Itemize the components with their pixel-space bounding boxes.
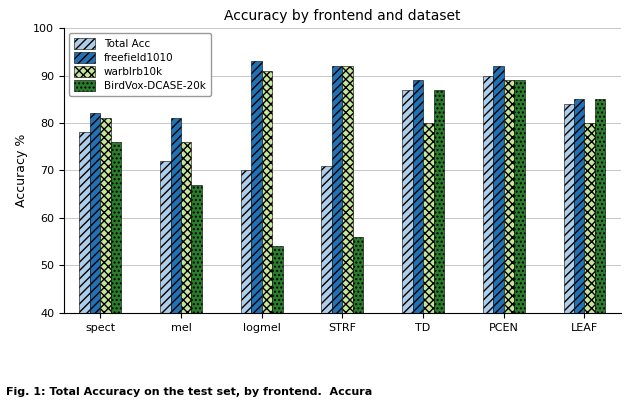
Bar [402, 90, 413, 313]
Bar [100, 118, 111, 313]
Bar [241, 170, 252, 313]
Bar [160, 161, 170, 313]
Bar [595, 99, 605, 313]
Legend: Total Acc, freefield1010, warblrb10k, BirdVox-DCASE-20k: Total Acc, freefield1010, warblrb10k, Bi… [69, 33, 211, 97]
Bar [272, 246, 283, 313]
Bar [342, 66, 353, 313]
Bar [111, 142, 122, 313]
Bar [79, 132, 90, 313]
Bar [483, 75, 493, 313]
Text: Fig. 1: Total Accuracy on the test set, by frontend.  Accura: Fig. 1: Total Accuracy on the test set, … [6, 387, 372, 397]
Bar [515, 80, 525, 313]
Bar [332, 66, 342, 313]
Bar [574, 99, 584, 313]
Bar [321, 166, 332, 313]
Bar [433, 90, 444, 313]
Bar [181, 142, 191, 313]
Bar [423, 123, 433, 313]
Bar [262, 71, 272, 313]
Bar [353, 237, 364, 313]
Bar [493, 66, 504, 313]
Bar [504, 80, 515, 313]
Y-axis label: Accuracy %: Accuracy % [15, 134, 28, 207]
Bar [252, 61, 262, 313]
Bar [90, 113, 100, 313]
Bar [191, 184, 202, 313]
Bar [170, 118, 181, 313]
Bar [563, 104, 574, 313]
Bar [413, 80, 423, 313]
Title: Accuracy by frontend and dataset: Accuracy by frontend and dataset [224, 9, 461, 23]
Bar [584, 123, 595, 313]
